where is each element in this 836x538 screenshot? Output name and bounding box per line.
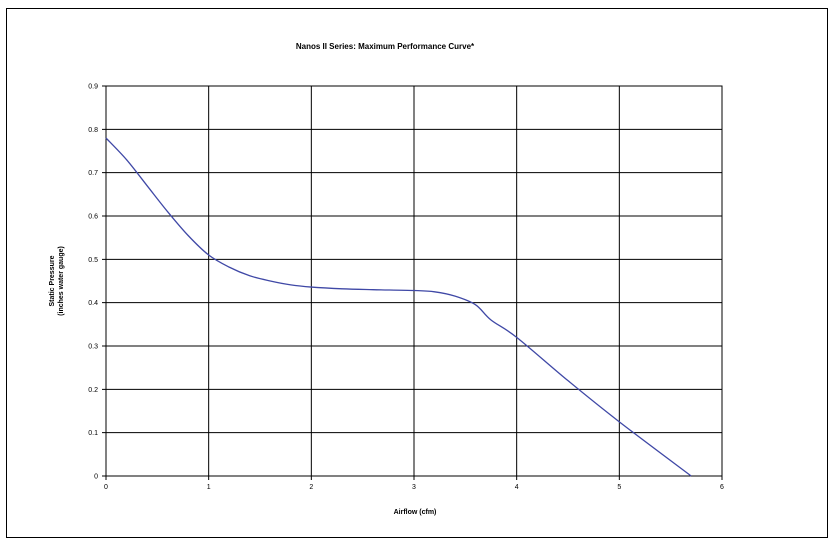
y-tick-label: 0.6 — [88, 214, 98, 221]
y-axis-label-line1: Static Pressure — [49, 255, 56, 306]
x-tick-label: 5 — [617, 484, 621, 491]
x-tick-label: 3 — [412, 484, 416, 491]
y-tick-label: 0.5 — [88, 257, 98, 264]
x-axis-label: Airflow (cfm) — [394, 509, 437, 516]
performance-curve-line — [105, 137, 692, 477]
y-tick-label: 0.4 — [88, 300, 98, 307]
x-tick-label: 6 — [720, 484, 724, 491]
chart-frame: 0 1 2 3 4 5 6 0 0.1 0.2 0.3 0.4 0.5 0.6 0.7 0.8 0.9 Nano… — [6, 8, 828, 538]
y-tick-label: 0.8 — [88, 127, 98, 134]
y-tick-label: 0.2 — [88, 387, 98, 394]
y-tick-label: 0.1 — [88, 430, 98, 437]
performance-chart: 0 1 2 3 4 5 6 0 0.1 0.2 0.3 0.4 0.5 0.6 0.7 0.8 0.9 Nano… — [49, 42, 724, 516]
x-tick-label: 2 — [309, 484, 313, 491]
y-tick-label: 0.9 — [88, 84, 98, 91]
y-tick-label: 0.7 — [88, 170, 98, 177]
chart-title: Nanos II Series: Maximum Performance Cur… — [296, 42, 475, 51]
x-tick-label: 1 — [207, 484, 211, 491]
tick-labels: 0 1 2 3 4 5 6 0 0.1 0.2 0.3 0.4 0.5 0.6 0.7 0.8 0.9 — [88, 84, 724, 492]
x-tick-label: 4 — [515, 484, 519, 491]
y-axis-label-line2: (inches water gauge) — [58, 246, 65, 316]
y-tick-label: 0 — [94, 474, 98, 481]
x-tick-label: 0 — [104, 484, 108, 491]
y-tick-label: 0.3 — [88, 344, 98, 351]
grid-lines — [102, 85, 723, 480]
